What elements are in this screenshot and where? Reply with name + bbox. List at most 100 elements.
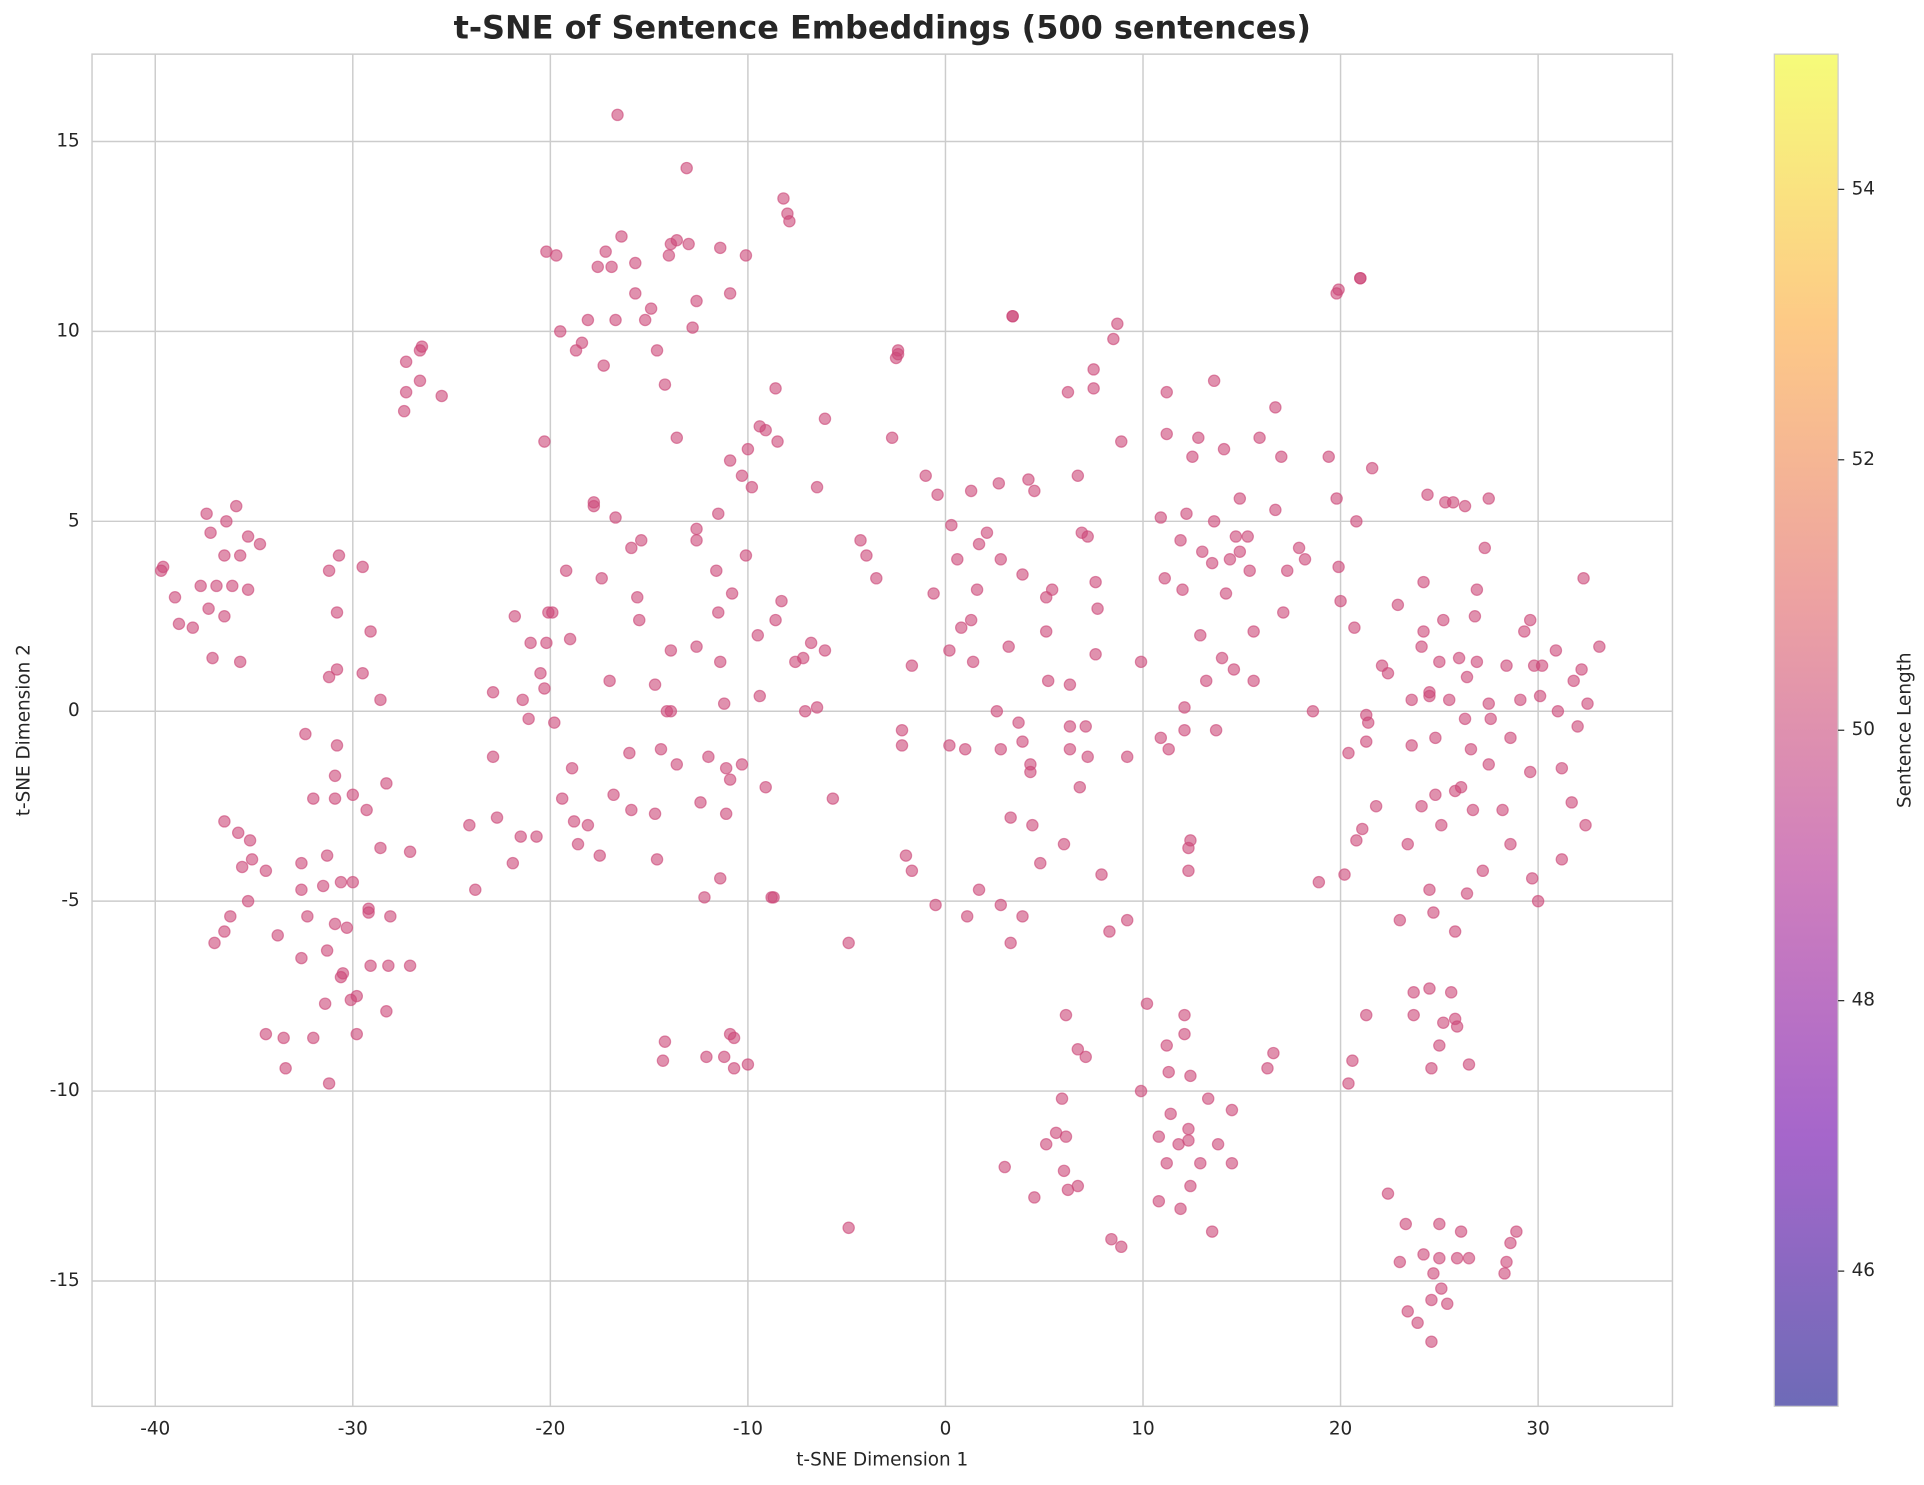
point <box>1178 701 1191 714</box>
point <box>767 891 780 904</box>
point <box>567 815 581 828</box>
point <box>753 689 767 703</box>
point <box>1444 986 1458 999</box>
point <box>1184 834 1197 847</box>
point <box>1454 780 1468 794</box>
point <box>804 636 818 650</box>
point <box>1330 492 1343 505</box>
point <box>555 792 569 805</box>
point <box>1134 1084 1148 1098</box>
point <box>690 534 703 547</box>
point <box>320 944 334 957</box>
point <box>713 655 727 669</box>
point <box>1393 913 1407 927</box>
point <box>356 560 369 574</box>
point <box>1225 1103 1239 1117</box>
point <box>1450 1020 1464 1033</box>
point <box>1182 1134 1195 1147</box>
point <box>1504 1236 1517 1250</box>
point <box>1484 712 1497 726</box>
point <box>670 233 684 247</box>
point <box>1417 575 1430 589</box>
point <box>587 499 601 513</box>
point <box>374 693 387 707</box>
point <box>1423 883 1436 897</box>
point <box>1275 450 1288 464</box>
point <box>316 879 330 893</box>
point <box>698 891 711 904</box>
point <box>1261 1062 1274 1075</box>
point <box>295 856 308 870</box>
point <box>723 773 737 786</box>
point <box>741 1058 755 1071</box>
point <box>540 636 553 650</box>
point <box>548 716 561 729</box>
point <box>717 1050 731 1064</box>
point <box>506 856 520 870</box>
y-axis-label: t-SNE Dimension 2 <box>14 644 35 816</box>
point <box>1417 1248 1430 1261</box>
point <box>1247 625 1260 638</box>
point <box>226 579 239 593</box>
point <box>1425 1062 1438 1075</box>
point <box>1186 450 1199 464</box>
point <box>745 480 759 494</box>
point <box>1567 674 1580 688</box>
point <box>328 792 342 805</box>
x-tick-label: 20 <box>1329 1419 1352 1440</box>
point <box>1269 401 1282 414</box>
y-tick-label: 5 <box>68 510 80 531</box>
point <box>1059 1130 1073 1143</box>
point <box>1525 872 1539 885</box>
point <box>1024 758 1037 771</box>
point <box>609 313 622 327</box>
point <box>1140 997 1154 1010</box>
point <box>741 442 755 456</box>
point <box>1152 1194 1166 1208</box>
point <box>1551 704 1565 718</box>
point <box>1458 499 1472 513</box>
point <box>295 951 308 965</box>
point <box>1514 693 1527 707</box>
point <box>1470 583 1484 596</box>
point <box>194 579 207 593</box>
point <box>1292 541 1306 555</box>
point <box>1365 461 1379 475</box>
point <box>1478 541 1492 555</box>
point <box>399 355 413 369</box>
point <box>1194 629 1207 642</box>
point <box>796 651 810 665</box>
point <box>1427 1267 1440 1280</box>
point <box>362 906 375 919</box>
point <box>1045 583 1059 596</box>
point <box>964 613 978 627</box>
point <box>702 750 715 764</box>
point <box>1425 1293 1438 1307</box>
point <box>1079 720 1092 733</box>
point <box>1028 484 1041 498</box>
x-tick-label: -20 <box>535 1419 565 1440</box>
point <box>1581 697 1594 710</box>
point <box>970 583 984 596</box>
point <box>777 192 790 205</box>
point <box>1012 716 1025 729</box>
point <box>1435 1282 1448 1295</box>
point <box>717 697 731 710</box>
point <box>1593 640 1606 653</box>
point <box>1437 613 1450 627</box>
colorbar-tick-label: 48 <box>1852 990 1875 1011</box>
point <box>322 1077 336 1090</box>
point <box>1063 678 1077 691</box>
point <box>1160 385 1173 399</box>
point <box>403 845 417 859</box>
point <box>295 883 308 897</box>
point <box>241 530 255 543</box>
point <box>301 910 314 923</box>
point <box>1201 1092 1215 1105</box>
point <box>1298 553 1312 566</box>
point <box>994 553 1008 566</box>
point <box>1464 742 1478 756</box>
point <box>739 249 753 262</box>
point <box>241 894 255 908</box>
point <box>1247 674 1260 688</box>
